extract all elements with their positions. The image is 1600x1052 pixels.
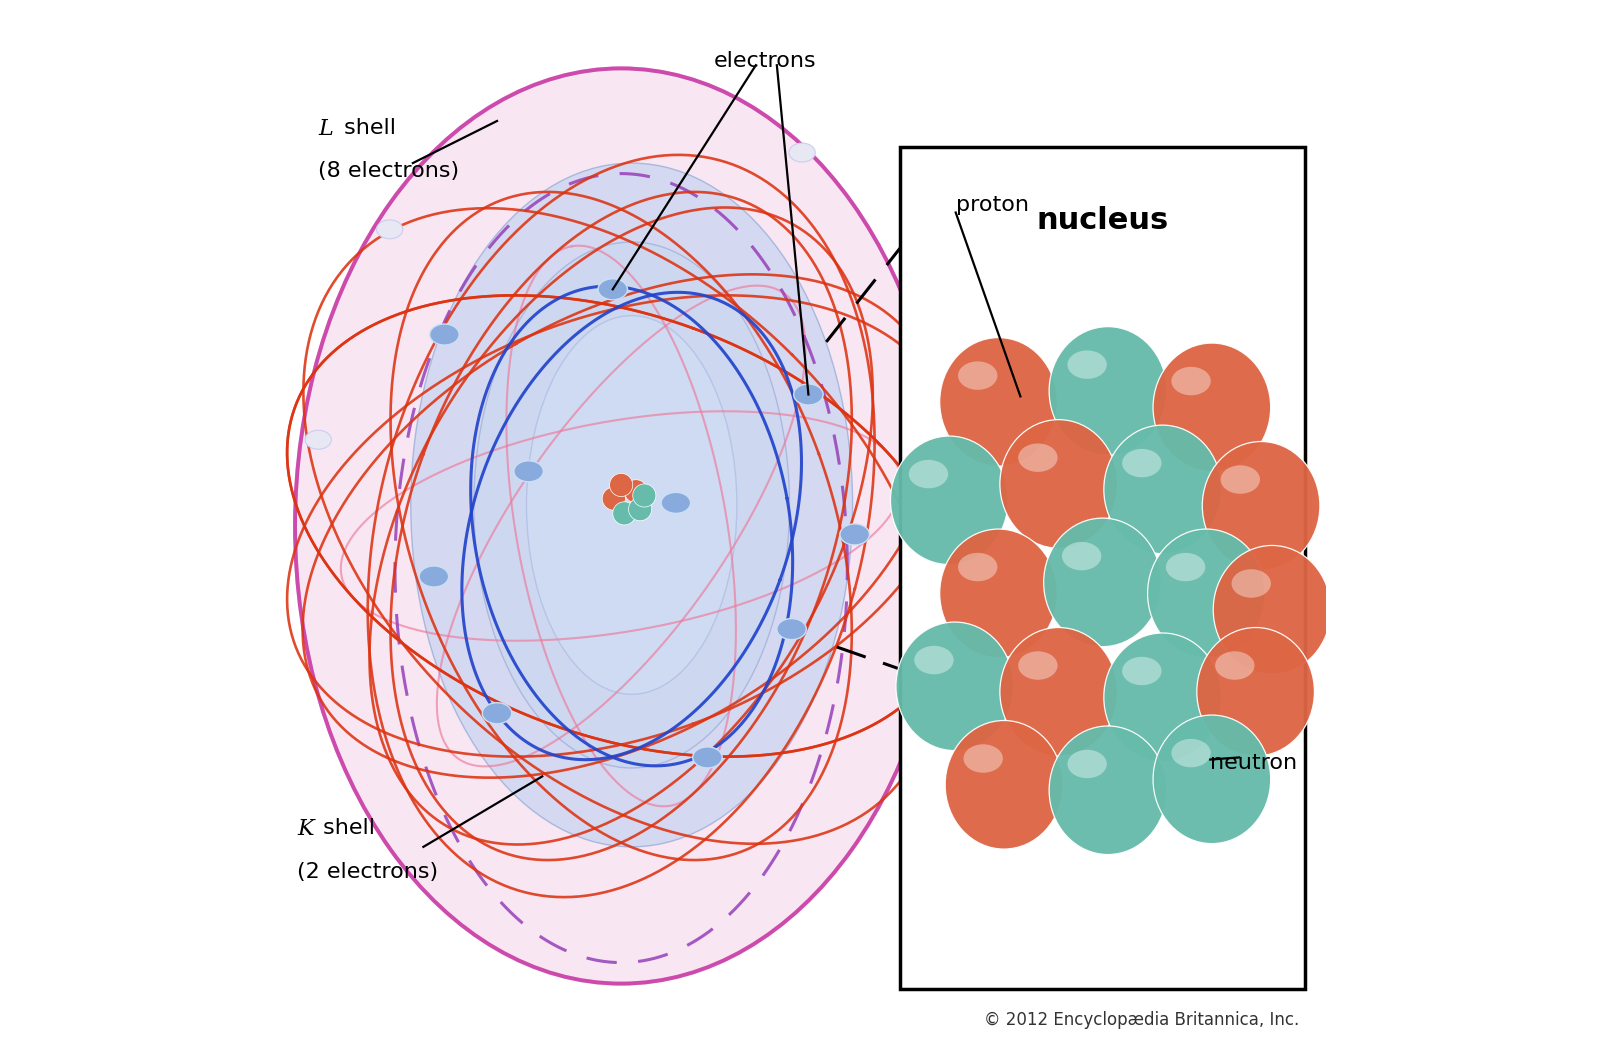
Ellipse shape (1197, 627, 1315, 756)
Ellipse shape (474, 242, 789, 768)
Ellipse shape (1166, 553, 1205, 582)
Ellipse shape (896, 622, 1013, 751)
Ellipse shape (1050, 726, 1166, 854)
Ellipse shape (958, 553, 997, 582)
Ellipse shape (294, 68, 947, 984)
Ellipse shape (1062, 542, 1101, 570)
Circle shape (624, 480, 648, 503)
Text: electrons: electrons (714, 50, 816, 72)
Ellipse shape (958, 362, 997, 390)
Text: (8 electrons): (8 electrons) (318, 161, 459, 181)
Text: L: L (318, 118, 333, 140)
Ellipse shape (963, 745, 1003, 773)
Ellipse shape (778, 619, 806, 640)
Ellipse shape (789, 143, 816, 162)
Text: shell: shell (338, 118, 397, 138)
Text: (2 electrons): (2 electrons) (298, 862, 438, 882)
Ellipse shape (1104, 425, 1221, 553)
Ellipse shape (946, 721, 1062, 849)
Ellipse shape (1213, 545, 1331, 674)
Ellipse shape (939, 529, 1058, 658)
Ellipse shape (482, 703, 512, 724)
Circle shape (613, 502, 635, 525)
Text: K: K (298, 818, 314, 841)
Ellipse shape (430, 324, 459, 345)
Text: proton: proton (955, 195, 1029, 216)
Ellipse shape (1000, 627, 1117, 756)
Ellipse shape (939, 338, 1058, 466)
Ellipse shape (909, 460, 949, 488)
Ellipse shape (1067, 750, 1107, 778)
Ellipse shape (526, 316, 738, 694)
Ellipse shape (1171, 367, 1211, 396)
Ellipse shape (794, 384, 822, 405)
Ellipse shape (1122, 656, 1162, 685)
Text: neutron: neutron (1210, 752, 1298, 773)
Ellipse shape (514, 461, 544, 482)
Ellipse shape (1018, 444, 1058, 472)
Ellipse shape (1232, 569, 1270, 598)
Ellipse shape (1154, 343, 1270, 471)
Ellipse shape (419, 566, 448, 587)
Ellipse shape (1043, 519, 1162, 647)
Ellipse shape (1067, 350, 1107, 379)
Ellipse shape (1018, 651, 1058, 680)
Ellipse shape (1221, 465, 1259, 493)
Ellipse shape (1202, 442, 1320, 570)
Ellipse shape (376, 220, 403, 239)
Text: nucleus: nucleus (1037, 206, 1168, 236)
Circle shape (602, 487, 626, 510)
Ellipse shape (661, 492, 691, 513)
Ellipse shape (1050, 327, 1166, 456)
Ellipse shape (1104, 633, 1221, 762)
Ellipse shape (1154, 715, 1270, 844)
Ellipse shape (693, 747, 722, 768)
Ellipse shape (1171, 739, 1211, 767)
Ellipse shape (1000, 420, 1117, 548)
Text: shell: shell (317, 818, 374, 838)
Ellipse shape (891, 437, 1008, 565)
Circle shape (629, 498, 651, 521)
Ellipse shape (840, 524, 869, 545)
Text: © 2012 Encyclopædia Britannica, Inc.: © 2012 Encyclopædia Britannica, Inc. (984, 1011, 1299, 1029)
Bar (899, 147, 1306, 989)
Ellipse shape (306, 430, 331, 449)
Ellipse shape (411, 163, 853, 847)
Ellipse shape (1147, 529, 1266, 658)
Ellipse shape (1214, 651, 1254, 680)
Circle shape (610, 473, 632, 497)
Ellipse shape (1122, 449, 1162, 478)
Ellipse shape (598, 279, 627, 300)
Ellipse shape (914, 646, 954, 674)
Circle shape (632, 484, 656, 507)
